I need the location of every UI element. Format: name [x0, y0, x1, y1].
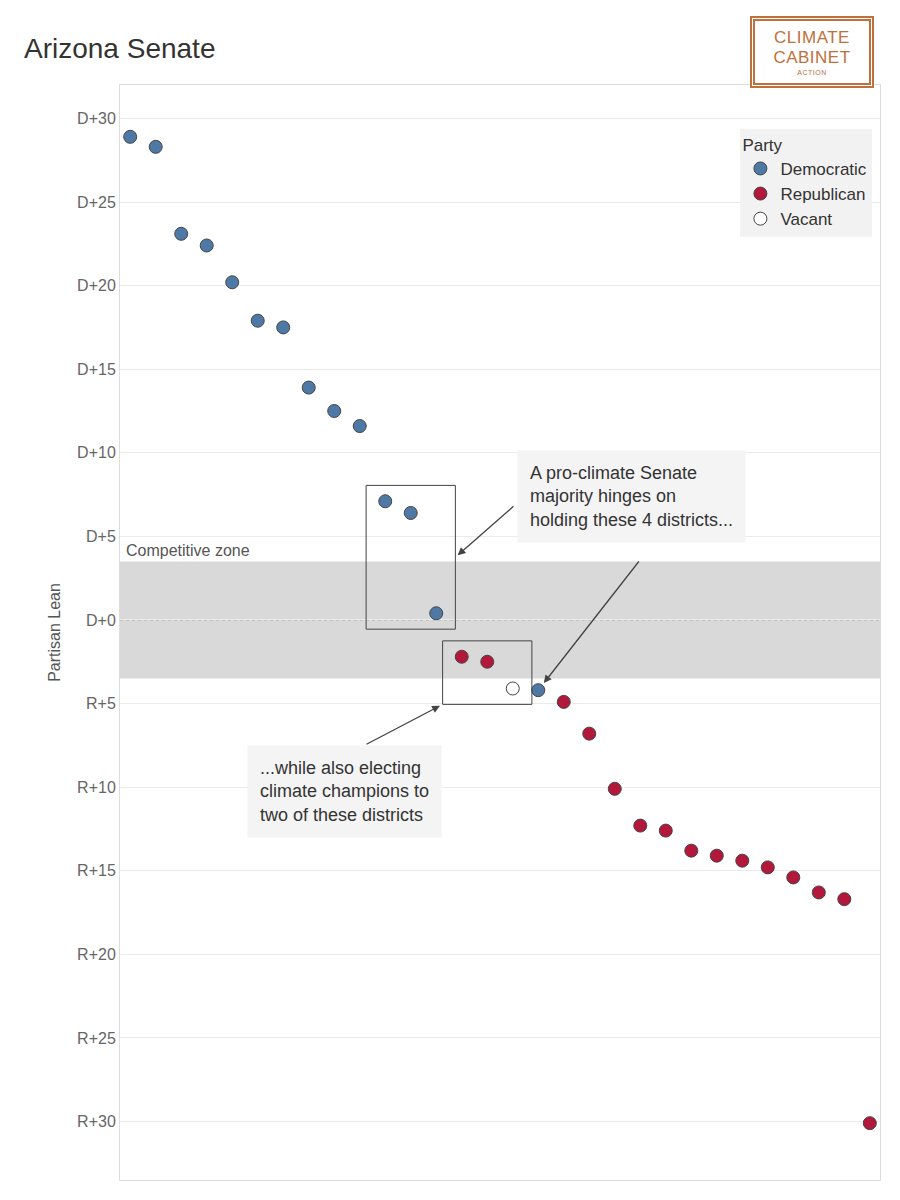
svg-text:R+15: R+15: [77, 862, 116, 879]
svg-text:D+25: D+25: [77, 194, 116, 211]
svg-text:Arizona Senate: Arizona Senate: [24, 33, 215, 64]
svg-text:Competitive zone: Competitive zone: [126, 542, 250, 559]
svg-text:...while also electingclimate: ...while also electingclimate champions …: [260, 758, 429, 825]
html-text:ACTION: ACTION: [797, 68, 827, 76]
svg-text:D+5: D+5: [86, 528, 116, 545]
svg-text:D+10: D+10: [77, 444, 116, 461]
svg-text:Party: Party: [742, 136, 782, 155]
svg-text:R+10: R+10: [77, 779, 116, 796]
svg-text:Democratic: Democratic: [780, 160, 866, 179]
svg-text:R+5: R+5: [86, 695, 116, 712]
svg-text:R+25: R+25: [77, 1030, 116, 1047]
html-text:CLIMATE: CLIMATE: [774, 27, 850, 47]
svg-text:D+15: D+15: [77, 361, 116, 378]
html-text:CABINET: CABINET: [773, 47, 851, 67]
svg-text:Republican: Republican: [780, 185, 865, 204]
svg-text:D+20: D+20: [77, 277, 116, 294]
svg-text:Vacant: Vacant: [780, 210, 832, 229]
svg-text:Partisan Lean: Partisan Lean: [46, 583, 63, 682]
svg-text:D+0: D+0: [86, 612, 116, 629]
svg-text:D+30: D+30: [77, 110, 116, 127]
svg-text:A pro-climate Senatemajority h: A pro-climate Senatemajority hinges onho…: [530, 463, 733, 530]
svg-text:R+20: R+20: [77, 946, 116, 963]
svg-text:R+30: R+30: [77, 1113, 116, 1130]
